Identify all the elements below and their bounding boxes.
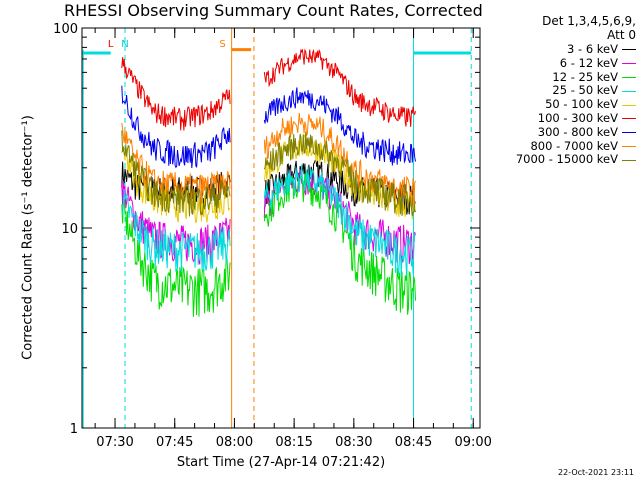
legend-swatch: [622, 76, 636, 78]
series-line-5: [121, 48, 416, 131]
legend-label: 100 - 300 keV: [537, 110, 618, 125]
chart-title: RHESSI Observing Summary Count Rates, Co…: [64, 1, 483, 20]
legend-item: 100 - 300 keV: [516, 110, 636, 126]
legend-item: 50 - 100 keV: [516, 97, 636, 112]
legend-swatch: [622, 159, 636, 161]
legend-label: 50 - 100 keV: [545, 97, 618, 112]
legend-item: 300 - 800 keV: [516, 124, 636, 140]
chart-legend: 3 - 6 keV 6 - 12 keV 12 - 25 keV 25 - 50 ke…: [516, 42, 636, 167]
x-tick-label: 07:45: [156, 435, 193, 450]
legend-swatch: [622, 132, 636, 134]
legend-item: 3 - 6 keV: [516, 42, 636, 57]
legend-item: 6 - 12 keV: [516, 55, 636, 71]
legend-label: 6 - 12 keV: [559, 55, 618, 70]
flag-l: L: [108, 39, 114, 50]
legend-item: 7000 - 15000 keV: [516, 153, 636, 167]
legend-swatch: [622, 90, 636, 92]
x-tick-label: 07:30: [96, 435, 133, 450]
legend-item: 800 - 7000 keV: [516, 138, 636, 154]
legend-swatch: [622, 63, 636, 65]
legend-swatch: [622, 104, 636, 106]
legend-detector-info: Det 1,3,4,5,6,9, Att 0: [542, 14, 636, 42]
legend-label: 12 - 25 keV: [552, 69, 618, 84]
flag-n: N: [121, 39, 128, 50]
y-tick-label: 1: [70, 422, 78, 437]
y-axis-label: Corrected Count Rate (s⁻¹ detector⁻¹): [20, 115, 36, 360]
x-tick-label: 08:00: [216, 435, 253, 450]
attenuator-label: Att 0: [607, 28, 636, 42]
series-line-6: [121, 85, 416, 169]
series-line-8: [121, 130, 416, 217]
legend-item: 12 - 25 keV: [516, 69, 636, 85]
x-tick-label: 09:00: [454, 435, 491, 450]
legend-swatch: [622, 145, 636, 147]
y-tick-label: 100: [53, 22, 78, 37]
legend-swatch: [622, 49, 636, 51]
series-line-3: [121, 164, 416, 277]
legend-label: 800 - 7000 keV: [530, 138, 618, 153]
legend-swatch: [622, 118, 636, 120]
x-tick-label: 08:15: [275, 435, 312, 450]
legend-label: 7000 - 15000 keV: [515, 152, 618, 167]
y-tick-label: 10: [61, 222, 78, 237]
x-tick-label: 08:45: [395, 435, 432, 450]
legend-label: 3 - 6 keV: [567, 42, 618, 56]
legend-label: 300 - 800 keV: [537, 124, 618, 139]
legend-item: 25 - 50 keV: [516, 84, 636, 98]
series-line-7: [121, 113, 416, 208]
flag-s: S: [219, 39, 225, 50]
x-axis-label: Start Time (27-Apr-14 07:21:42): [176, 455, 386, 470]
x-tick-label: 08:30: [335, 435, 372, 450]
generation-timestamp: 22-Oct-2021 23:11: [558, 468, 634, 477]
detectors-label: Det 1,3,4,5,6,9,: [542, 14, 636, 28]
legend-label: 25 - 50 keV: [552, 83, 618, 98]
